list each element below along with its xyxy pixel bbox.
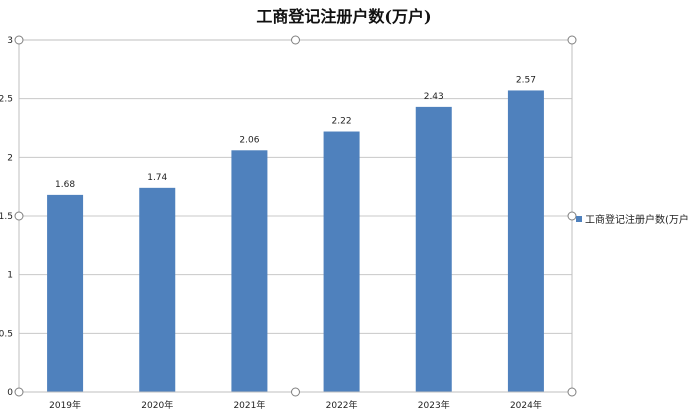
legend: 工商登记注册户数(万户) xyxy=(576,213,688,226)
x-tick-label: 2019年 xyxy=(49,399,81,411)
resize-handle[interactable] xyxy=(14,387,24,397)
x-tick-label: 2022年 xyxy=(326,399,358,411)
y-tick-label: 1.5 xyxy=(0,212,13,222)
bar xyxy=(231,150,268,392)
data-label: 2.57 xyxy=(516,75,536,85)
x-tick-label: 2020年 xyxy=(141,399,173,411)
y-tick-label: 2.5 xyxy=(0,95,13,105)
y-tick-label: 0.5 xyxy=(0,329,13,339)
y-axis-ticks: 0 0.5 1 1.5 2 2.5 3 xyxy=(0,36,13,398)
data-labels: 1.68 1.74 2.06 2.22 2.43 2.57 xyxy=(55,75,536,189)
resize-handle[interactable] xyxy=(291,387,300,397)
bar xyxy=(415,106,452,392)
resize-handle[interactable] xyxy=(567,387,577,397)
resize-handle[interactable] xyxy=(291,35,300,45)
selection-handles[interactable] xyxy=(14,35,577,397)
data-label: 1.68 xyxy=(55,180,75,190)
bar xyxy=(323,131,360,392)
resize-handle[interactable] xyxy=(567,211,577,221)
x-tick-label: 2024年 xyxy=(510,399,542,411)
y-tick-label: 0 xyxy=(7,388,13,398)
data-label: 1.74 xyxy=(147,173,167,183)
data-label: 2.06 xyxy=(239,135,259,145)
bar xyxy=(507,90,544,392)
gridlines xyxy=(19,98,572,334)
legend-swatch xyxy=(576,216,582,222)
x-tick-label: 2021年 xyxy=(233,399,265,411)
x-axis-ticks: 2019年 2020年 2021年 2022年 2023年 2024年 xyxy=(49,399,542,411)
resize-handle[interactable] xyxy=(567,35,577,45)
bar xyxy=(139,187,176,392)
bars xyxy=(47,90,544,392)
resize-handle[interactable] xyxy=(14,35,24,45)
legend-label: 工商登记注册户数(万户) xyxy=(585,213,688,226)
x-tick-label: 2023年 xyxy=(418,399,450,411)
data-label: 2.43 xyxy=(424,92,444,102)
y-tick-label: 2 xyxy=(7,153,13,163)
y-tick-label: 3 xyxy=(7,36,13,46)
data-label: 2.22 xyxy=(332,117,352,127)
resize-handle[interactable] xyxy=(14,211,24,221)
y-tick-label: 1 xyxy=(7,271,13,281)
chart-title: 工商登记注册户数(万户) xyxy=(256,7,431,26)
bar xyxy=(47,194,84,392)
